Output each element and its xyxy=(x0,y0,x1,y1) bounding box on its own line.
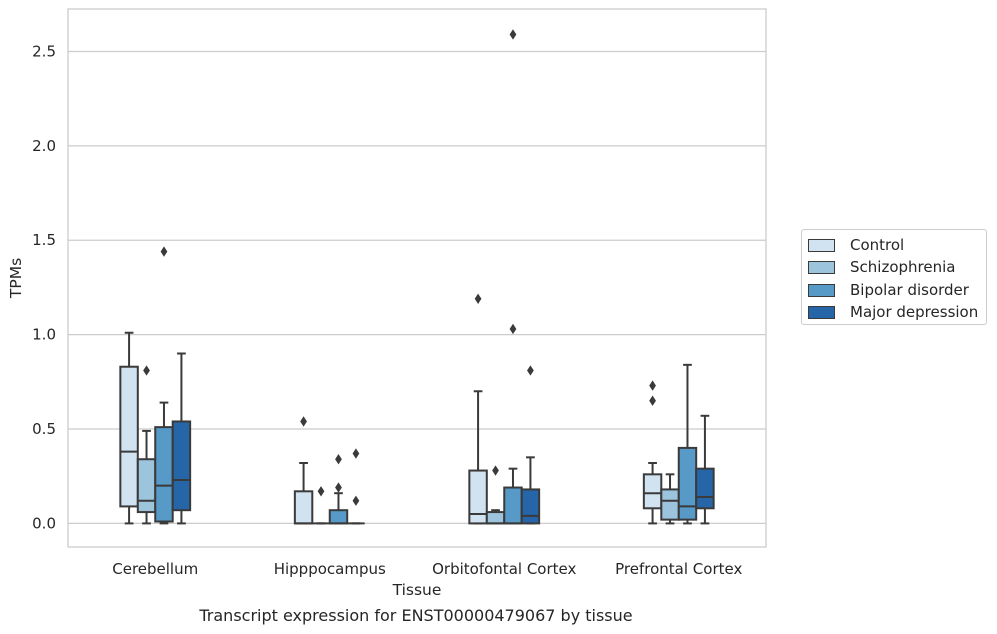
x-tick-label: Orbitofontal Cortex xyxy=(432,560,576,578)
x-tick-label: Prefrontal Cortex xyxy=(615,560,742,578)
box-prefrontal-cortex-major-depression xyxy=(695,414,715,525)
y-tick-label: 2.5 xyxy=(32,42,56,60)
box-prefrontal-cortex-schizophrenia xyxy=(660,473,680,525)
box-iqr xyxy=(119,365,139,508)
y-tick-label: 1.5 xyxy=(32,231,56,249)
outlier-point xyxy=(509,323,517,335)
box-hipppocampus-schizophrenia xyxy=(312,486,330,525)
y-tick-labels: 0.0 0.5 1.0 1.5 2.0 2.5 xyxy=(32,42,56,532)
legend-label-major-depression: Major depression xyxy=(850,303,979,321)
outlier-point xyxy=(649,395,656,406)
outlier-point xyxy=(649,380,656,391)
box-cerebellum-control xyxy=(119,331,139,525)
y-tick-label: 0.5 xyxy=(32,420,56,438)
outlier-point xyxy=(527,365,534,376)
y-tick-label: 1.0 xyxy=(32,326,56,344)
legend-item-schizophrenia: Schizophrenia xyxy=(808,257,955,277)
box-iqr xyxy=(503,486,523,525)
box-iqr xyxy=(642,473,663,510)
outlier-point xyxy=(352,495,360,506)
outlier-point xyxy=(300,416,307,427)
legend-label-bipolar-disorder: Bipolar disorder xyxy=(850,281,969,299)
outlier-point xyxy=(143,365,150,376)
box-orbitofontal-cortex-bipolar-disorder xyxy=(503,29,523,525)
outlier-point xyxy=(317,486,325,497)
legend: Control Schizophrenia Bipolar disorder M… xyxy=(801,229,987,325)
box-iqr xyxy=(328,509,349,525)
box-iqr xyxy=(485,511,506,525)
box-cerebellum-major-depression xyxy=(171,352,192,525)
box-hipppocampus-control xyxy=(293,416,314,525)
box-orbitofontal-cortex-control xyxy=(468,293,488,525)
box-hipppocampus-bipolar-disorder xyxy=(328,454,349,525)
outlier-point xyxy=(352,448,360,459)
x-tick-label: Cerebellum xyxy=(112,560,198,578)
legend-swatch-bipolar-disorder xyxy=(808,283,835,297)
box-iqr xyxy=(520,488,541,525)
x-axis-label: Tissue xyxy=(392,581,442,599)
legend-label-control: Control xyxy=(850,236,905,254)
outlier-point xyxy=(160,246,168,257)
y-axis-label: TPMs xyxy=(7,258,25,299)
y-tick-label: 0.0 xyxy=(32,514,56,532)
box-prefrontal-cortex-bipolar-disorder xyxy=(677,363,698,525)
box-iqr xyxy=(677,446,698,521)
outlier-point xyxy=(492,465,499,476)
outlier-point xyxy=(474,293,482,304)
box-hipppocampus-major-depression xyxy=(347,448,365,525)
box-orbitofontal-cortex-major-depression xyxy=(520,365,541,525)
x-tick-label: Hipppocampus xyxy=(274,560,386,578)
box-iqr xyxy=(468,469,488,525)
legend-item-control: Control xyxy=(808,235,904,255)
legend-swatch-control xyxy=(808,238,835,252)
outlier-point xyxy=(509,29,517,40)
box-cerebellum-schizophrenia xyxy=(136,365,157,525)
legend-item-bipolar-disorder: Bipolar disorder xyxy=(808,280,969,300)
legend-item-major-depression: Major depression xyxy=(808,302,978,322)
box-iqr xyxy=(660,488,680,521)
outlier-point xyxy=(335,454,342,465)
box-iqr xyxy=(136,458,157,514)
outlier-point xyxy=(335,482,342,493)
box-cerebellum-bipolar-disorder xyxy=(154,246,174,525)
legend-swatch-major-depression xyxy=(808,305,835,319)
boxes xyxy=(119,29,715,525)
box-iqr xyxy=(695,467,715,510)
x-tick-labels: Cerebellum Hipppocampus Orbitofontal Corte… xyxy=(112,560,742,578)
box-iqr xyxy=(293,490,314,525)
y-tick-label: 2.0 xyxy=(32,137,56,155)
box-iqr xyxy=(171,420,192,512)
legend-swatch-schizophrenia xyxy=(808,260,835,274)
legend-label-schizophrenia: Schizophrenia xyxy=(850,258,956,276)
box-iqr xyxy=(154,426,174,523)
figure-caption: Transcript expression for ENST0000047906… xyxy=(199,606,633,625)
